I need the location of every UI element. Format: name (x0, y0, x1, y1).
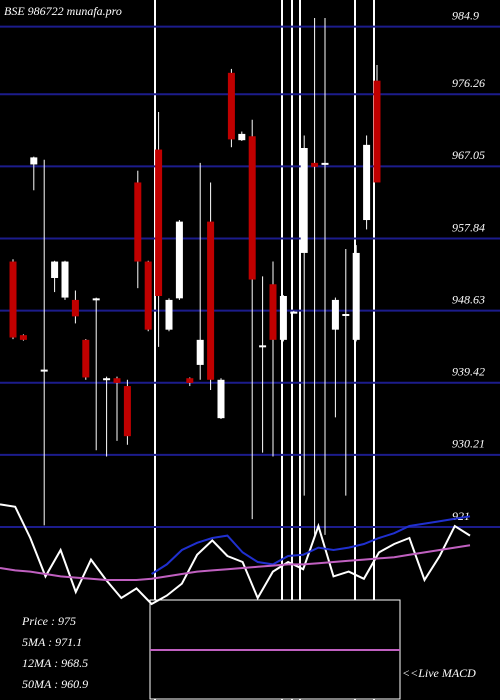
candle-body (40, 369, 48, 372)
candle-body (227, 72, 235, 140)
candle-body (9, 261, 17, 338)
candle-body (103, 378, 111, 381)
y-tick-label: 984.9 (452, 8, 479, 22)
candle-body (113, 378, 121, 383)
candle-body (352, 252, 360, 340)
y-tick-label: 930.21 (452, 437, 485, 451)
candle-body (290, 311, 298, 314)
candle-body (248, 136, 256, 280)
info-line: 50MA : 960.9 (22, 677, 88, 691)
candle-body (238, 133, 246, 141)
candle-body (82, 339, 90, 378)
candle-body (331, 299, 339, 330)
y-tick-label: 976.26 (452, 76, 485, 90)
y-tick-label: 921 (452, 509, 470, 523)
candle-body (311, 162, 319, 167)
candle-body (51, 261, 59, 278)
info-line: Price : 975 (21, 614, 76, 628)
candle-body (175, 221, 183, 299)
info-line: 5MA : 971.1 (22, 635, 82, 649)
indicator-line (0, 544, 471, 581)
info-line: 12MA : 968.5 (22, 656, 88, 670)
candle-body (92, 298, 100, 301)
candle-body (155, 149, 163, 296)
candle-body (300, 147, 308, 253)
candle-body (321, 162, 329, 165)
candle-body (186, 378, 194, 383)
candle-body (71, 299, 79, 317)
candle-body (196, 339, 204, 365)
y-tick-label: 948.63 (452, 292, 485, 306)
candle-body (144, 261, 152, 330)
candle-body (123, 386, 131, 437)
indicator-line (151, 515, 471, 575)
candle-body (19, 335, 27, 340)
y-tick-label: 967.05 (452, 148, 485, 162)
candle-body (30, 157, 38, 165)
candle-body (269, 284, 277, 340)
macd-label: <<Live MACD (402, 666, 476, 680)
candle-body (61, 261, 69, 298)
candle-body (279, 295, 287, 340)
candle-body (259, 345, 267, 348)
y-tick-label: 957.84 (452, 220, 485, 234)
candle-body (207, 221, 215, 380)
candle-body (217, 379, 225, 419)
candle-body (134, 182, 142, 262)
candle-body (165, 299, 173, 330)
candle-body (373, 80, 381, 183)
chart-title: BSE 986722 munafa.pro (4, 4, 122, 18)
y-tick-label: 939.42 (452, 365, 485, 379)
candle-body (342, 314, 350, 317)
candle-body (363, 144, 371, 221)
indicator-line (0, 503, 471, 606)
